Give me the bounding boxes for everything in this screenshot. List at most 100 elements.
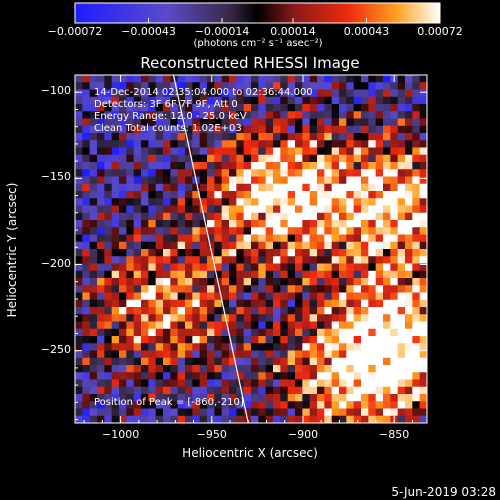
heatmap-cell bbox=[375, 350, 384, 359]
heatmap-cell bbox=[331, 357, 340, 366]
heatmap-cell bbox=[97, 292, 105, 301]
heatmap-cell bbox=[309, 212, 318, 221]
heatmap-cell bbox=[104, 336, 113, 344]
heatmap-cell bbox=[287, 328, 296, 337]
heatmap-cell bbox=[287, 111, 296, 119]
heatmap-cell bbox=[177, 408, 186, 417]
heatmap-cell bbox=[89, 82, 98, 90]
heatmap-cell bbox=[419, 234, 427, 243]
heatmap-cell bbox=[133, 183, 142, 192]
heatmap-cell bbox=[170, 176, 179, 185]
heatmap-cell bbox=[295, 125, 303, 134]
heatmap-cell bbox=[361, 212, 369, 221]
heatmap-cell bbox=[89, 350, 98, 359]
heatmap-cell bbox=[258, 75, 267, 83]
heatmap-cell bbox=[214, 415, 223, 423]
heatmap-cell bbox=[324, 220, 333, 228]
heatmap-cell bbox=[368, 227, 377, 235]
heatmap-cell bbox=[207, 278, 215, 286]
heatmap-cell bbox=[390, 104, 399, 112]
heatmap-cell bbox=[309, 198, 318, 206]
heatmap-cell bbox=[265, 357, 274, 366]
heatmap-cell bbox=[251, 191, 259, 199]
heatmap-cell bbox=[75, 234, 83, 243]
heatmap-cell bbox=[163, 285, 171, 293]
heatmap-cell bbox=[258, 307, 267, 315]
heatmap-cell bbox=[141, 125, 149, 134]
heatmap-cell bbox=[265, 104, 274, 112]
heatmap-cell bbox=[390, 176, 399, 185]
heatmap-cell bbox=[192, 285, 201, 293]
heatmap-cell bbox=[375, 227, 384, 235]
heatmap-cell bbox=[383, 227, 391, 235]
heatmap-cell bbox=[214, 154, 223, 163]
heatmap-cell bbox=[207, 183, 215, 192]
heatmap-cell bbox=[97, 256, 105, 264]
heatmap-cell bbox=[163, 133, 171, 141]
heatmap-cell bbox=[295, 89, 303, 98]
heatmap-cell bbox=[295, 249, 303, 257]
heatmap-cell bbox=[295, 227, 303, 235]
heatmap-cell bbox=[82, 96, 91, 105]
heatmap-cell bbox=[375, 292, 384, 301]
heatmap-cell bbox=[405, 183, 413, 192]
heatmap-cell bbox=[273, 343, 281, 351]
heatmap-cell bbox=[207, 162, 215, 170]
heatmap-cell bbox=[207, 75, 215, 83]
heatmap-cell bbox=[229, 408, 237, 417]
heatmap-cell bbox=[390, 307, 399, 315]
heatmap-cell bbox=[390, 183, 399, 192]
heatmap-cell bbox=[82, 321, 91, 330]
heatmap-cell bbox=[317, 386, 325, 395]
heatmap-cell bbox=[405, 234, 413, 243]
heatmap-cell bbox=[302, 154, 311, 163]
heatmap-cell bbox=[295, 321, 303, 330]
heatmap-cell bbox=[155, 191, 164, 199]
heatmap-cell bbox=[309, 350, 318, 359]
heatmap-cell bbox=[199, 278, 208, 286]
heatmap-cell bbox=[397, 357, 406, 366]
heatmap-cell bbox=[214, 183, 223, 192]
heatmap-cell bbox=[287, 285, 296, 293]
heatmap-cell bbox=[163, 299, 171, 308]
heatmap-cell bbox=[419, 82, 427, 90]
heatmap-cell bbox=[221, 357, 230, 366]
heatmap-cell bbox=[302, 96, 311, 105]
heatmap-cell bbox=[295, 104, 303, 112]
heatmap-cell bbox=[397, 379, 406, 388]
heatmap-cell bbox=[390, 343, 399, 351]
heatmap-cell bbox=[148, 125, 157, 134]
heatmap-cell bbox=[97, 278, 105, 286]
heatmap-cell bbox=[273, 227, 281, 235]
heatmap-cell bbox=[185, 220, 193, 228]
heatmap-cell bbox=[361, 125, 369, 134]
heatmap-cell bbox=[419, 415, 427, 423]
heatmap-cell bbox=[243, 270, 252, 279]
heatmap-cell bbox=[207, 285, 215, 293]
heatmap-cell bbox=[133, 96, 142, 105]
heatmap-cell bbox=[141, 162, 149, 170]
heatmap-cell bbox=[368, 336, 377, 344]
heatmap-cell bbox=[185, 133, 193, 141]
heatmap-cell bbox=[383, 154, 391, 163]
heatmap-cell bbox=[375, 336, 384, 344]
heatmap-cell bbox=[163, 336, 171, 344]
heatmap-cell bbox=[236, 75, 245, 83]
heatmap-cell bbox=[273, 285, 281, 293]
heatmap-cell bbox=[97, 249, 105, 257]
heatmap-cell bbox=[170, 169, 179, 177]
heatmap-cell bbox=[317, 191, 325, 199]
heatmap-cell bbox=[111, 198, 120, 206]
heatmap-cell bbox=[192, 96, 201, 105]
heatmap-cell bbox=[75, 336, 83, 344]
heatmap-cell bbox=[141, 198, 149, 206]
heatmap-cell bbox=[361, 104, 369, 112]
heatmap-cell bbox=[317, 118, 325, 127]
heatmap-cell bbox=[405, 365, 413, 373]
heatmap-cell bbox=[353, 365, 362, 373]
heatmap-cell bbox=[287, 379, 296, 388]
heatmap-cell bbox=[199, 350, 208, 359]
heatmap-cell bbox=[221, 82, 230, 90]
heatmap-cell bbox=[75, 104, 83, 112]
heatmap-cell bbox=[133, 365, 142, 373]
